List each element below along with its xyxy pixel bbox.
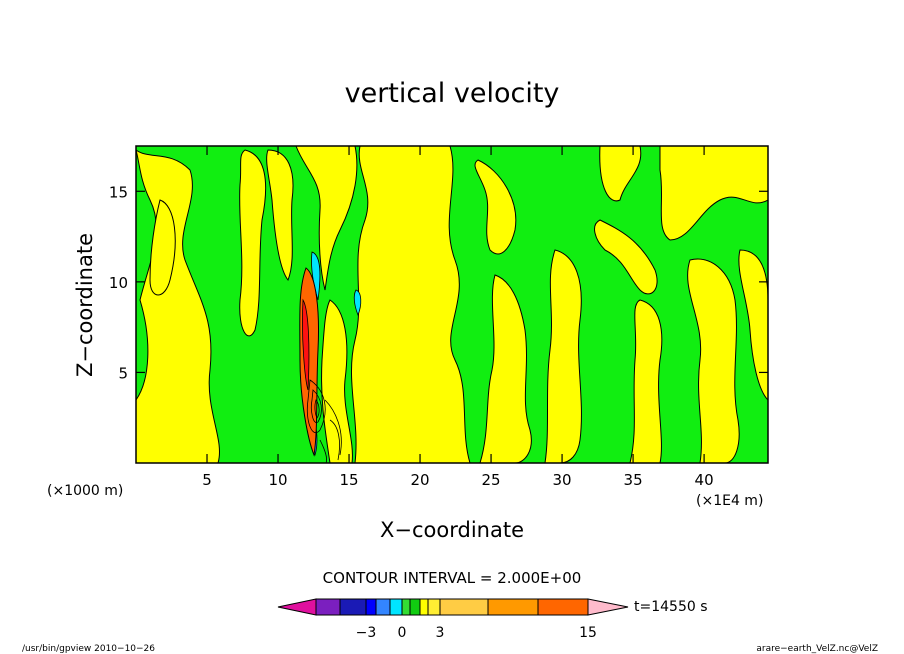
footer-left: /usr/bin/gpview 2010−10−26 [22,644,155,654]
plot-frame [135,145,769,464]
colorbar-swatch [389,598,403,616]
updraft-core [299,267,342,463]
x-tick-label: 25 [482,471,501,489]
footer-right: arare−earth_VelZ.nc@VelZ [756,644,878,654]
x-unit-right: (×1E4 m) [696,493,763,509]
x-tick-label: 10 [268,471,287,489]
colorbar-swatch [439,598,489,616]
colorbar-tick-label: 15 [579,625,597,641]
y-tick-label: 10 [109,274,128,292]
chart-title: vertical velocity [345,78,560,109]
colorbar-swatch [419,598,429,616]
colorbar-swatch [339,598,367,616]
colorbar-tick-label: −3 [356,625,377,641]
colorbar-swatch [537,598,589,616]
colorbar-tick-label: 0 [398,625,407,641]
time-label: t=14550 s [634,599,708,615]
x-axis: 5 10 15 20 25 30 35 40 [202,146,714,489]
x-tick-label: 35 [624,471,643,489]
positive-velocity-regions [136,146,768,463]
y-tick-label: 5 [118,364,128,382]
x-tick-label: 20 [410,471,429,489]
colorbar-left-arrow [277,598,317,616]
colorbar-right-arrow [587,598,629,616]
colorbar-swatch [487,598,539,616]
x-tick-label: 15 [339,471,358,489]
y-tick-label: 15 [109,183,128,201]
x-axis-label: X−coordinate [380,518,524,542]
colorbar: −3 0 3 15 [277,598,629,641]
y-axis: 5 10 15 [109,183,768,382]
colorbar-swatch [427,598,441,616]
colorbar-swatch [401,598,411,616]
colorbar-swatch [409,598,421,616]
colorbar-swatch [315,598,341,616]
contour-field [136,146,768,463]
y-axis-label: Z−coordinate [73,233,97,377]
colorbar-swatch [375,598,391,616]
x-tick-label: 5 [202,471,212,489]
x-tick-label: 30 [553,471,572,489]
colorbar-swatch [365,598,377,616]
contour-interval-label: CONTOUR INTERVAL = 2.000E+00 [323,569,582,587]
x-unit-left: (×1000 m) [47,483,123,499]
colorbar-tick-label: 3 [436,625,445,641]
x-tick-label: 40 [695,471,714,489]
